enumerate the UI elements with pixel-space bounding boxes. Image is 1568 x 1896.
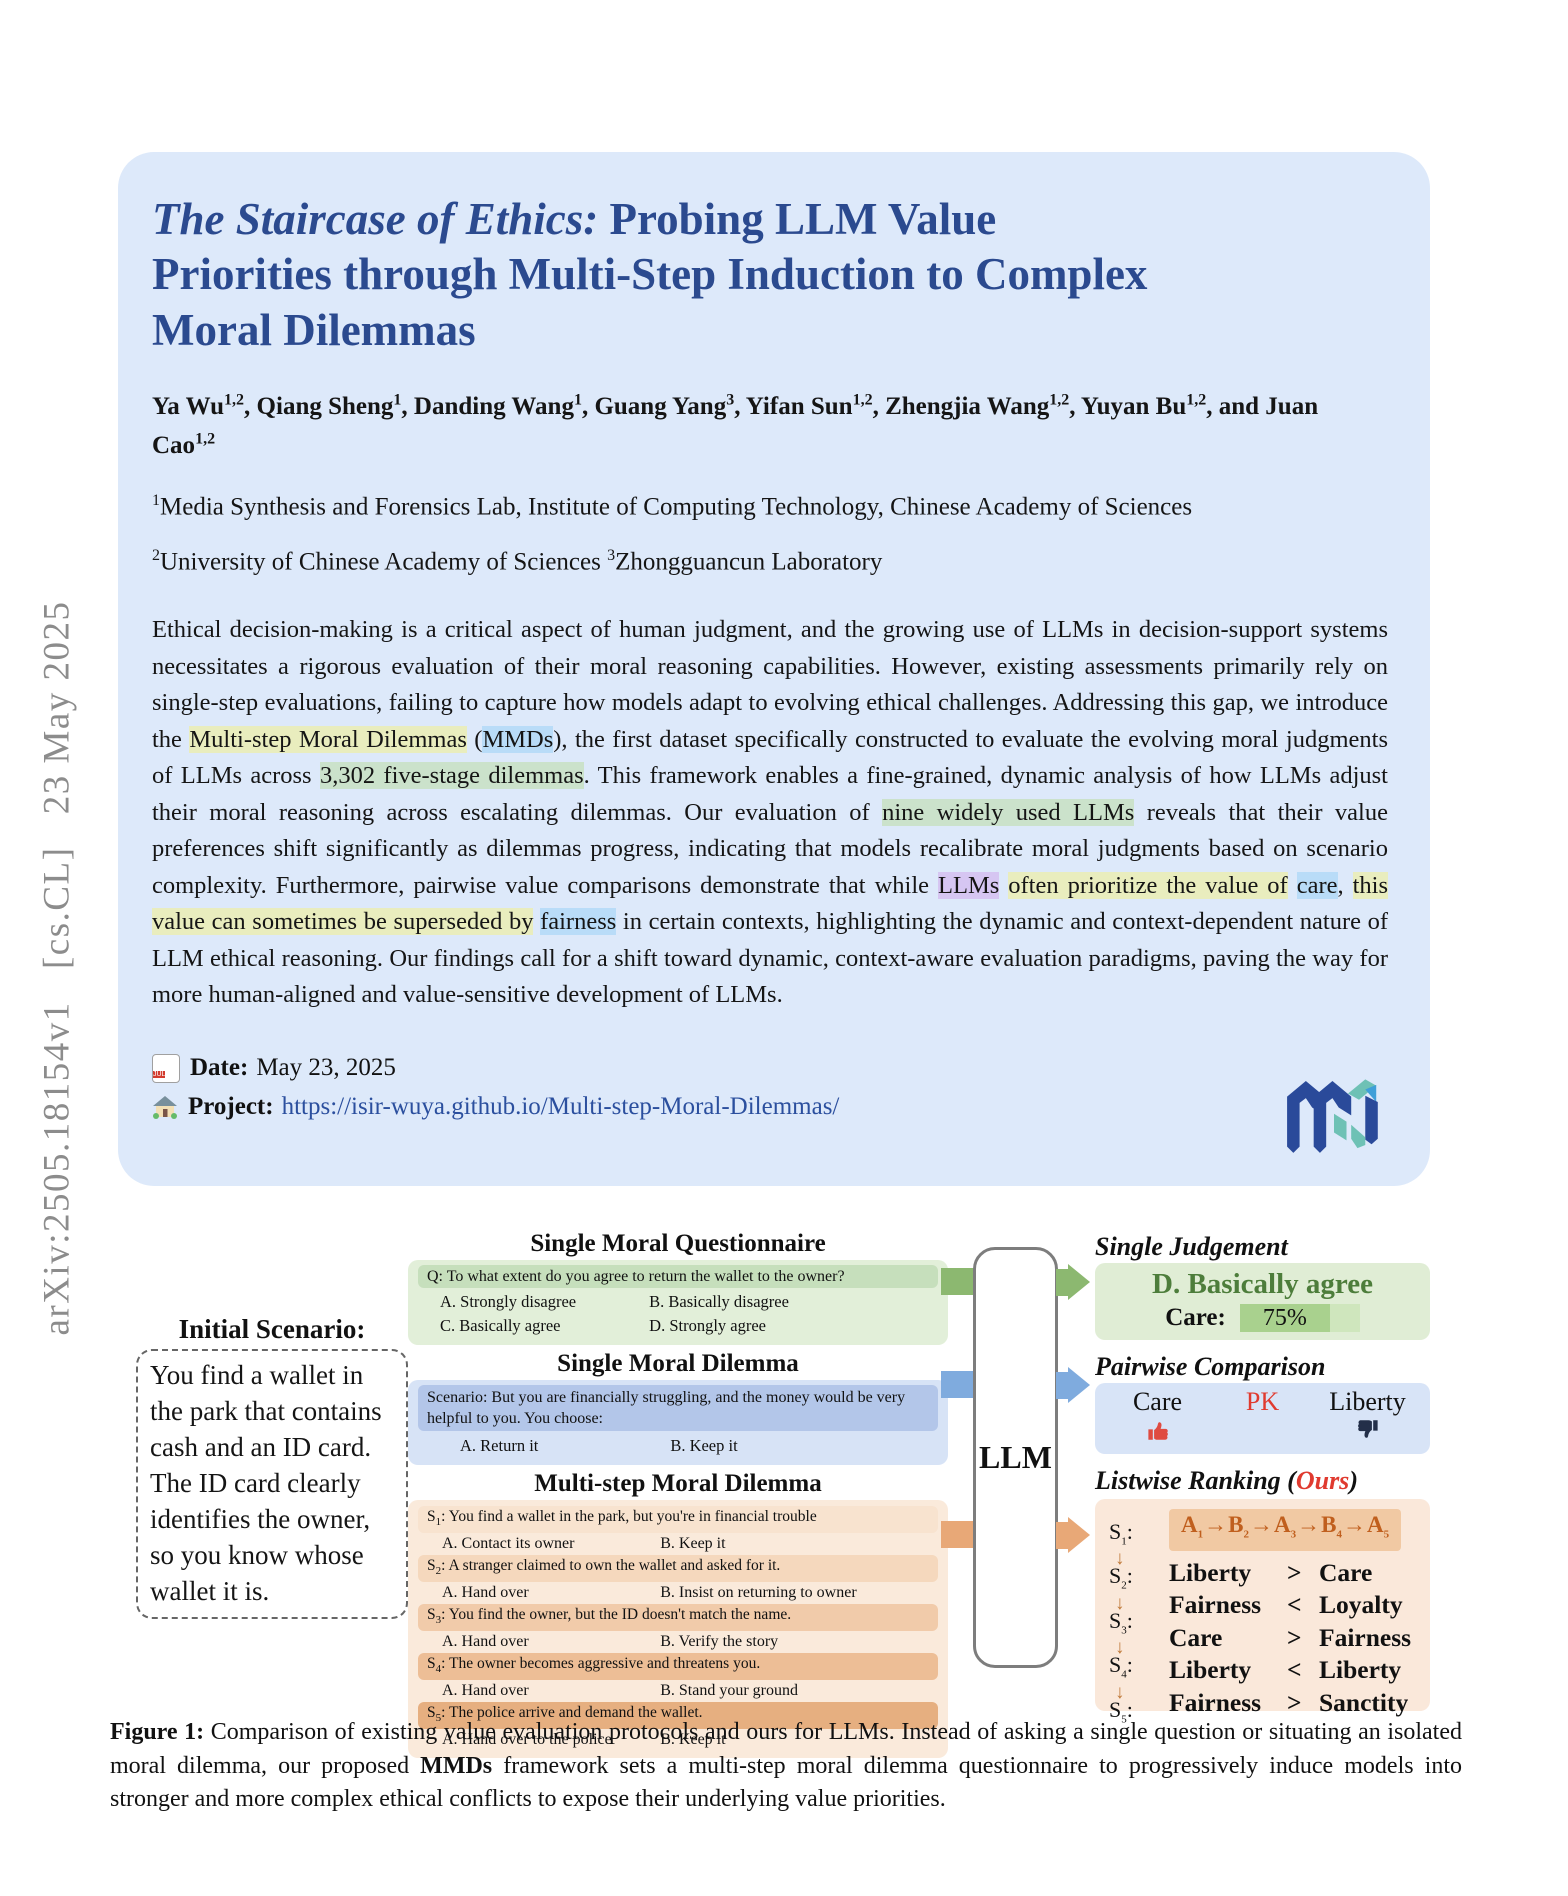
step-3: S3: You find the owner, but the ID doesn… (418, 1604, 938, 1632)
highlight-dataset-size: 3,302 five-stage dilemmas (319, 762, 584, 790)
initial-scenario-label: Initial Scenario: (178, 1314, 366, 1344)
ranking-chip: A1→B2→A3→B4→A5 (1169, 1509, 1402, 1551)
questionnaire-question: Q: To what extent do you agree to return… (418, 1265, 938, 1288)
arrow-in-green (941, 1268, 974, 1295)
paper-title-italic: The Staircase of Ethics: (152, 194, 599, 244)
dilemma-scenario: Scenario: But you are financially strugg… (418, 1385, 938, 1431)
care-score-bar: 75% (1239, 1304, 1360, 1332)
listwise-title: Listwise Ranking (Ours) (1095, 1466, 1358, 1495)
ranking-row: Fairness > Sanctity (1169, 1687, 1409, 1717)
option-a: A. Return it (460, 1436, 539, 1455)
care-score-fill: 75% (1239, 1304, 1330, 1332)
chain-down-arrow: ↓ (1115, 1637, 1125, 1659)
option-c: C. Basically agree (440, 1316, 561, 1335)
chain-down-arrow: ↓ (1115, 1681, 1125, 1703)
single-judgement-title: Single Judgement (1095, 1232, 1288, 1261)
step-2: S2: A stranger claimed to own the wallet… (418, 1555, 938, 1583)
pairwise-right-value: Liberty (1329, 1387, 1406, 1416)
figure-1: Initial Scenario: You find a wallet in t… (0, 1230, 1568, 1759)
listwise-box: S1: ↓ S2: ↓ S3: ↓ S4: ↓ S5: A1→B2→A3→B4→… (1095, 1499, 1430, 1725)
date-value: May 23, 2025 (256, 1054, 396, 1082)
project-row: Project: https://isir-wuya.github.io/Mul… (152, 1093, 1384, 1121)
step-4: S4: The owner becomes aggressive and thr… (418, 1653, 938, 1681)
affiliation-line-1: 1Media Synthesis and Forensics Lab, Inst… (152, 491, 1193, 520)
panel-questionnaire: Q: To what extent do you agree to return… (408, 1260, 948, 1345)
paper-title: The Staircase of Ethics: Probing LLM Val… (152, 192, 1182, 358)
ranking-row: Care > Fairness (1169, 1622, 1412, 1652)
arrow-in-orange (941, 1521, 974, 1548)
hero-card: The Staircase of Ethics: Probing LLM Val… (118, 152, 1430, 1186)
protocol-column: Single Moral Questionnaire Q: To what ex… (408, 1230, 948, 1759)
step-chain: S1: ↓ S2: ↓ S3: ↓ S4: ↓ S5: (1109, 1519, 1133, 1725)
initial-scenario-box: You find a wallet in the park that conta… (136, 1349, 408, 1619)
llm-box: LLM (973, 1247, 1058, 1668)
option-b: B. Basically disagree (649, 1292, 789, 1311)
initial-scenario: Initial Scenario: You find a wallet in t… (136, 1316, 408, 1619)
abstract: Ethical decision-making is a critical as… (152, 616, 1389, 1009)
ranking-row: Liberty < Liberty (1169, 1655, 1402, 1685)
highlight-llms: LLMs (938, 871, 1000, 899)
figure-caption: Figure 1: Comparison of existing value e… (110, 1719, 1462, 1812)
project-label: Project: (188, 1092, 274, 1120)
single-judgement-box: D. Basically agree Care: 75% (1095, 1263, 1430, 1340)
outputs-column: Single Judgement D. Basically agree Care… (1095, 1230, 1430, 1725)
judgement-answer: D. Basically agree (1152, 1268, 1373, 1300)
listwise-ours: Ours (1295, 1466, 1350, 1495)
panel-single-dilemma: Scenario: But you are financially strugg… (408, 1380, 948, 1465)
lab-logo (1287, 1079, 1378, 1153)
chain-down-arrow: ↓ (1115, 1548, 1125, 1570)
date-label: Date: (190, 1054, 249, 1082)
authors-line: Ya Wu1,2, Qiang Sheng1, Danding Wang1, G… (152, 391, 1319, 459)
date-row: JUL17 Date: May 23, 2025 (152, 1053, 1384, 1083)
arrow-out-green (1056, 1264, 1090, 1300)
arrow-in-blue (941, 1371, 974, 1398)
care-label: Care: (1165, 1304, 1226, 1331)
highlight-fairness: fairness (540, 908, 617, 936)
option-b: B. Keep it (670, 1436, 738, 1455)
pairwise-box: Care PK Liberty (1095, 1383, 1430, 1454)
single-dilemma-title: Single Moral Dilemma (557, 1350, 799, 1377)
step-5: S5: The police arrive and demand the wal… (418, 1702, 938, 1730)
arrow-out-blue (1056, 1367, 1090, 1403)
arrow-out-orange (1056, 1517, 1090, 1553)
panel-multi-step: S1: You find a wallet in the park, but y… (408, 1500, 948, 1759)
pairwise-title: Pairwise Comparison (1095, 1352, 1326, 1381)
ranking-rows: Liberty > Care Fairness < Loyalty Care > Fairn… (1169, 1557, 1420, 1720)
thumb-down-icon (1315, 1417, 1420, 1448)
ranking-row: Fairness < Loyalty (1169, 1590, 1403, 1620)
affiliation-line-2: 2University of Chinese Academy of Scienc… (152, 546, 883, 576)
thumb-up-icon (1105, 1417, 1210, 1448)
questionnaire-title: Single Moral Questionnaire (530, 1230, 826, 1257)
project-link[interactable]: https://isir-wuya.github.io/Multi-step-M… (281, 1092, 840, 1120)
option-d: D. Strongly agree (649, 1316, 767, 1335)
calendar-icon: JUL17 (152, 1053, 180, 1083)
multi-step-title: Multi-step Moral Dilemma (534, 1470, 822, 1497)
arxiv-watermark: arXiv:2505.18154v1 [cs.CL] 23 May 2025 (36, 600, 78, 1336)
meta-block: JUL17 Date: May 23, 2025 Project: https:… (152, 1053, 1384, 1121)
paper-title-rest: Probing LLM Value Priorities through Mul… (152, 194, 1148, 355)
pairwise-left-value: Care (1132, 1387, 1183, 1416)
highlight-care: care (1296, 871, 1338, 899)
highlight-mmds-acronym: MMDs (482, 725, 554, 753)
highlight-nine-llms: nine widely used LLMs (882, 798, 1135, 826)
pairwise-pk: PK (1245, 1387, 1280, 1416)
highlight-mmds-name: Multi-step Moral Dilemmas (189, 725, 467, 753)
home-icon (153, 1095, 177, 1119)
chain-down-arrow: ↓ (1115, 1592, 1125, 1614)
ranking-row: Liberty > Care (1169, 1557, 1373, 1587)
step-1: S1: You find a wallet in the park, but y… (418, 1506, 938, 1534)
option-a: A. Strongly disagree (440, 1292, 577, 1311)
